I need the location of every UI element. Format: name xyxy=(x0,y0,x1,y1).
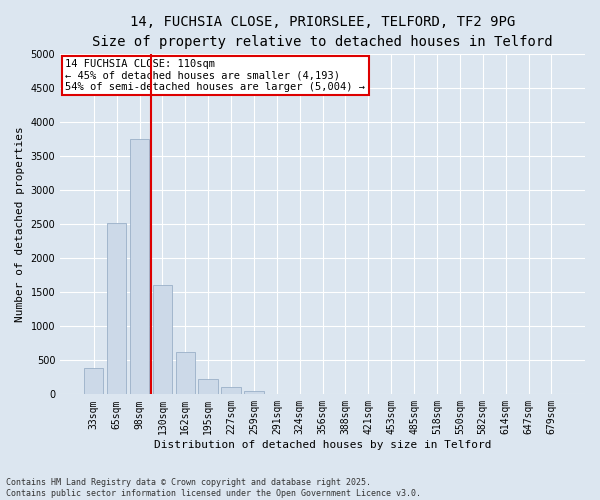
Bar xyxy=(244,391,263,394)
Text: Contains HM Land Registry data © Crown copyright and database right 2025.
Contai: Contains HM Land Registry data © Crown c… xyxy=(6,478,421,498)
Bar xyxy=(199,378,218,394)
Y-axis label: Number of detached properties: Number of detached properties xyxy=(15,126,25,322)
Bar xyxy=(176,352,195,395)
Text: 14 FUCHSIA CLOSE: 110sqm
← 45% of detached houses are smaller (4,193)
54% of sem: 14 FUCHSIA CLOSE: 110sqm ← 45% of detach… xyxy=(65,59,365,92)
Bar xyxy=(84,368,103,394)
Bar xyxy=(130,139,149,394)
Title: 14, FUCHSIA CLOSE, PRIORSLEE, TELFORD, TF2 9PG
Size of property relative to deta: 14, FUCHSIA CLOSE, PRIORSLEE, TELFORD, T… xyxy=(92,15,553,48)
Bar xyxy=(107,222,127,394)
X-axis label: Distribution of detached houses by size in Telford: Distribution of detached houses by size … xyxy=(154,440,491,450)
Bar xyxy=(152,286,172,395)
Bar xyxy=(221,387,241,394)
